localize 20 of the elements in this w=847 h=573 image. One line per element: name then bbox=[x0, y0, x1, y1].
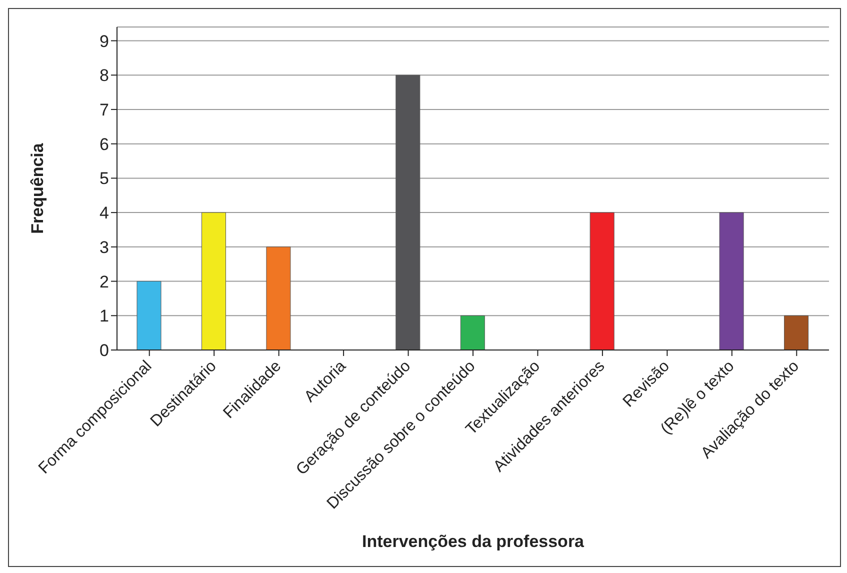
y-axis-title: Frequência bbox=[28, 142, 48, 234]
y-tick-label: 3 bbox=[100, 238, 109, 257]
y-tick-label: 5 bbox=[100, 169, 109, 188]
y-tick-label: 2 bbox=[100, 272, 109, 292]
bar bbox=[784, 315, 809, 350]
y-tick-label: 6 bbox=[100, 134, 109, 154]
y-tick-label: 7 bbox=[100, 100, 109, 120]
bar bbox=[719, 212, 744, 350]
y-tick-label: 0 bbox=[100, 341, 109, 360]
bar bbox=[136, 281, 162, 350]
bar bbox=[460, 315, 485, 350]
y-tick-label: 9 bbox=[100, 32, 109, 51]
y-tick-label: 1 bbox=[100, 306, 109, 326]
bar bbox=[590, 212, 614, 350]
bar bbox=[396, 74, 420, 350]
x-axis-title: Intervenções da professora bbox=[362, 532, 585, 551]
bar bbox=[266, 246, 291, 350]
bar bbox=[201, 212, 226, 350]
y-tick-label: 8 bbox=[100, 66, 109, 86]
y-tick-label: 4 bbox=[100, 204, 109, 223]
